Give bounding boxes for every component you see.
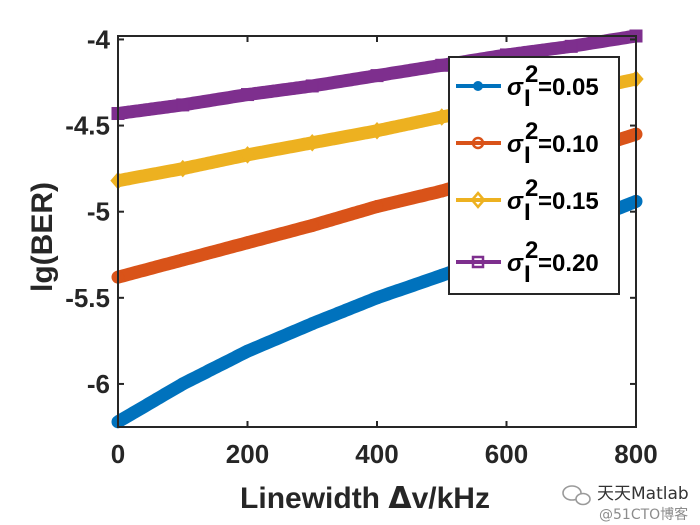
legend-value: =0.20 (538, 250, 599, 277)
data-point-4-5 (370, 69, 384, 83)
x-tick-label: 400 (355, 439, 398, 469)
legend-value: =0.10 (538, 131, 599, 158)
legend-marker (471, 255, 485, 269)
watermark-brand: 天天Matlab (597, 484, 689, 504)
y-tick-label: -4 (87, 24, 111, 54)
legend-superscript: 2 (525, 237, 538, 264)
data-point-2-4 (305, 218, 319, 232)
data-point-4-3 (241, 88, 254, 102)
legend-entry-4: σ 2I =0.20 (456, 237, 599, 288)
legend-subscript: I (524, 85, 531, 112)
legend-superscript: 2 (525, 118, 538, 145)
data-point-1-3 (241, 344, 254, 358)
legend-sigma: σ (507, 188, 524, 215)
watermark: 天天Matlab @51CTO博客 (562, 484, 689, 523)
legend-subscript: I (524, 261, 531, 288)
legend-entry-2: σ 2I =0.10 (456, 118, 599, 169)
legend-superscript: 2 (525, 175, 538, 202)
watermark-source: @51CTO博客 (599, 506, 688, 523)
data-point-3-2 (175, 159, 191, 178)
legend-superscript: 2 (525, 61, 538, 88)
legend-value: =0.15 (538, 188, 599, 215)
y-tick-label: -6 (87, 369, 110, 399)
legend-subscript: I (524, 142, 531, 169)
legend-sigma: σ (507, 250, 524, 277)
x-axis-label: Linewidth Δv/kHz (240, 481, 490, 516)
x-tick-label: 200 (226, 439, 269, 469)
y-tick-label: -4.5 (65, 111, 110, 141)
x-tick-label: 600 (485, 439, 528, 469)
legend: σ 2I =0.05σ 2I =0.10σ 2I =0.15σ 2I =0.20 (448, 56, 620, 295)
data-point-3-4 (304, 134, 320, 152)
data-point-1-2 (176, 377, 190, 391)
legend-entry-1: σ 2I =0.05 (456, 61, 599, 112)
x-tick-label: 800 (614, 439, 657, 469)
data-point-3-3 (239, 146, 256, 164)
y-axis-label: lg(BER) (26, 182, 59, 292)
data-point-4-2 (176, 98, 190, 112)
data-point-1-6 (435, 268, 449, 282)
legend-sigma: σ (507, 131, 524, 158)
y-axis-ticks: -6 -5.5 -5 -4.5 -4 (65, 24, 636, 399)
x-tick-label: 0 (111, 439, 125, 469)
data-point-2-3 (241, 236, 254, 250)
x-axis-ticks: 0 200 400 600 800 (111, 36, 658, 469)
data-point-4-8 (564, 39, 578, 53)
legend-subscript: I (524, 199, 531, 226)
data-point-2-2 (176, 253, 190, 267)
data-point-3-5 (369, 121, 385, 140)
legend-marker (471, 136, 485, 150)
legend-box (448, 56, 620, 295)
y-tick-label: -5.5 (65, 283, 110, 313)
data-point-2-6 (435, 184, 449, 198)
data-point-1-4 (305, 317, 319, 331)
legend-marker (470, 191, 486, 209)
data-point-4-6 (435, 58, 449, 72)
data-point-1-5 (370, 291, 384, 305)
legend-entry-3: σ 2I =0.15 (456, 175, 599, 226)
legend-sigma: σ (507, 74, 524, 101)
data-point-2-5 (370, 200, 384, 214)
legend-value: =0.05 (538, 74, 599, 101)
data-point-4-4 (305, 79, 319, 93)
data-point-3-6 (434, 108, 450, 126)
y-tick-label: -5 (87, 197, 110, 227)
wechat-icon (562, 485, 591, 506)
legend-marker (473, 81, 483, 91)
